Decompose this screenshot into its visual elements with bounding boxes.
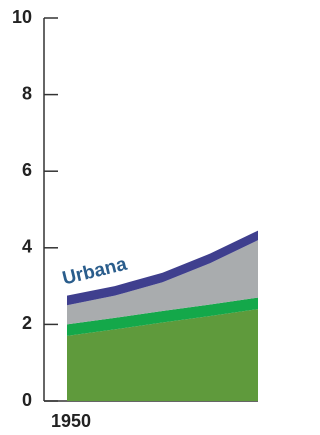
series-label: Urbana — [60, 254, 129, 290]
y-tick-label: 8 — [22, 83, 32, 103]
y-tick-label: 2 — [22, 313, 32, 333]
x-tick-label: 1950 — [51, 411, 91, 431]
y-tick-label: 0 — [22, 390, 32, 410]
chart: 0 2 4 6 8 10 1950 Urbana — [0, 0, 258, 435]
y-tick-label: 10 — [12, 7, 32, 27]
y-tick-label: 6 — [22, 160, 32, 180]
y-tick-label: 4 — [22, 237, 32, 257]
